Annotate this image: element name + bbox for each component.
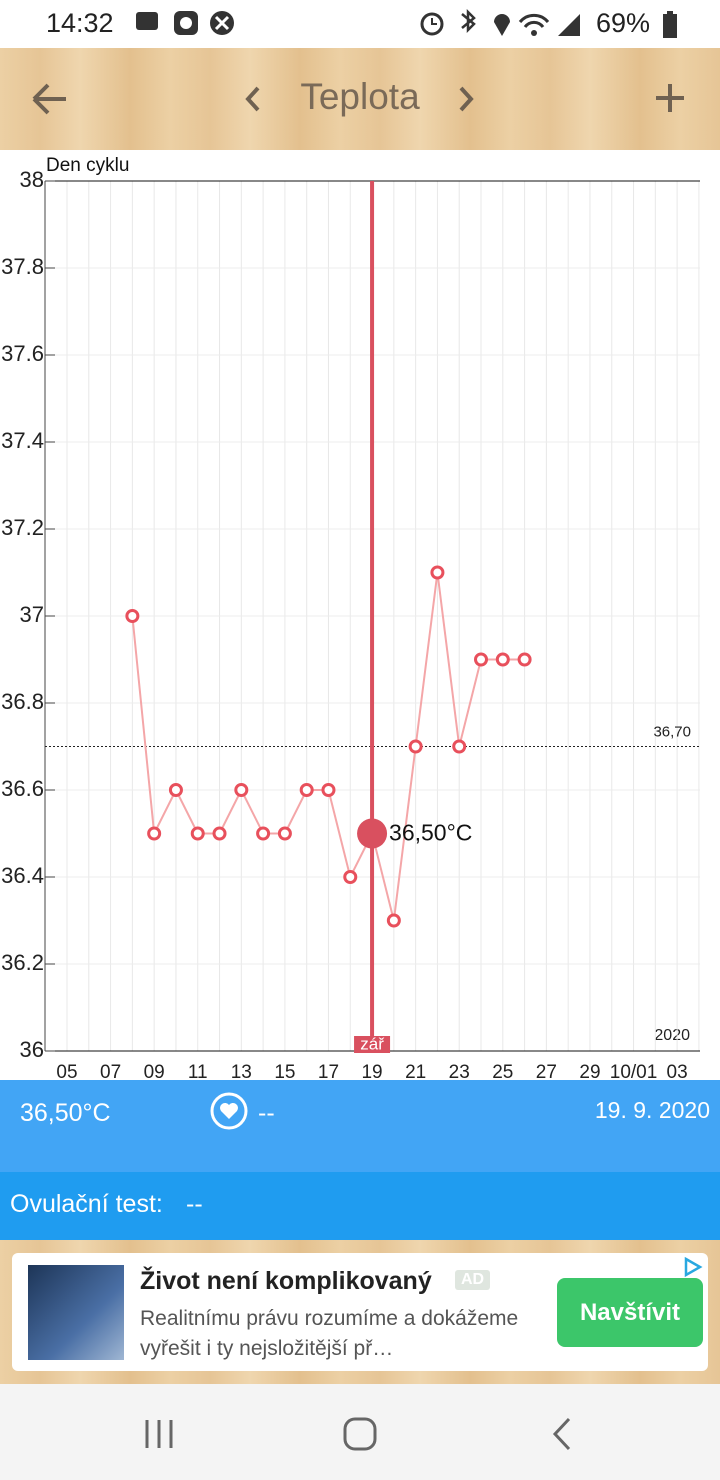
ovulation-label: Ovulační test: bbox=[10, 1190, 163, 1218]
value-label: 36,50°C bbox=[389, 820, 472, 846]
data-point[interactable] bbox=[386, 913, 401, 928]
status-bar: 14:32 69% bbox=[0, 0, 720, 48]
date: 19. 9. 2020 bbox=[594, 1097, 710, 1123]
ad-title: Život není komplikovaný bbox=[140, 1267, 432, 1295]
data-point[interactable] bbox=[495, 652, 510, 667]
y-tick-label: 37.4 bbox=[1, 428, 44, 453]
ad-card[interactable]: Život není komplikovaný AD Realitnímu pr… bbox=[12, 1253, 708, 1371]
y-tick-label: 37.8 bbox=[1, 254, 44, 279]
y-tick-label: 36.8 bbox=[1, 689, 44, 714]
data-point[interactable] bbox=[147, 826, 162, 841]
data-point[interactable] bbox=[408, 739, 423, 754]
heart-button[interactable] bbox=[210, 1092, 250, 1132]
data-point[interactable] bbox=[234, 783, 249, 797]
x-tick-label: 07 bbox=[100, 1062, 121, 1080]
data-point[interactable] bbox=[474, 652, 489, 667]
day-info-bar: 36,50°C -- 19. 9. 2020 bbox=[0, 1080, 720, 1172]
x-tick-label: 19 bbox=[361, 1062, 382, 1080]
toolbar: Teplota bbox=[0, 48, 720, 150]
data-point[interactable] bbox=[430, 565, 445, 580]
data-point[interactable] bbox=[256, 826, 271, 841]
y-tick-label: 36 bbox=[20, 1037, 44, 1062]
x-tick-label: 27 bbox=[536, 1062, 557, 1080]
x-tick-label: 29 bbox=[579, 1062, 600, 1080]
data-point[interactable] bbox=[212, 826, 227, 841]
x-tick-label: 23 bbox=[449, 1062, 470, 1080]
y-tick-label: 37.2 bbox=[1, 515, 44, 540]
previous-button[interactable] bbox=[243, 84, 263, 114]
back-button[interactable] bbox=[30, 83, 70, 115]
y-tick-label: 36.2 bbox=[1, 950, 44, 975]
temperature-value: 36,50°C bbox=[20, 1099, 111, 1127]
month-label-box bbox=[354, 1036, 391, 1053]
ad-area: Život není komplikovaný AD Realitnímu pr… bbox=[0, 1240, 720, 1384]
toolbar-title: Teplota bbox=[300, 76, 420, 117]
y-tick-label: 36.6 bbox=[1, 776, 44, 801]
data-point[interactable] bbox=[168, 783, 183, 797]
data-point[interactable] bbox=[321, 783, 336, 797]
x-tick-label: 17 bbox=[318, 1062, 339, 1080]
x-tick-label: 05 bbox=[56, 1062, 77, 1080]
x-tick-label: 21 bbox=[405, 1062, 426, 1080]
notification-icons bbox=[136, 11, 234, 35]
x-tick-label: 10/01 bbox=[610, 1062, 658, 1080]
ovulation-value: -- bbox=[186, 1190, 203, 1218]
next-button[interactable] bbox=[456, 84, 476, 114]
data-point[interactable] bbox=[299, 783, 314, 797]
y-tick-label: 37 bbox=[20, 602, 44, 627]
y-tick-label: 36.4 bbox=[1, 863, 44, 888]
recents-button[interactable] bbox=[140, 1416, 180, 1452]
system-icons bbox=[420, 8, 580, 36]
data-point[interactable] bbox=[190, 826, 205, 841]
heart-value: -- bbox=[258, 1099, 275, 1127]
year-label: 2020 bbox=[654, 1027, 690, 1044]
navigation-bar bbox=[0, 1384, 720, 1480]
back-nav-button[interactable] bbox=[545, 1416, 581, 1452]
x-tick-label: 03 bbox=[667, 1062, 688, 1080]
temperature-chart: Den cyklu 2020 36 36.2 36.4 36.6 36.8 37 37.2 3… bbox=[1, 155, 700, 1080]
x-tick-label: 11 bbox=[188, 1062, 208, 1080]
home-button[interactable] bbox=[340, 1416, 380, 1452]
add-button[interactable] bbox=[654, 82, 686, 114]
x-tick-label: 15 bbox=[274, 1062, 295, 1080]
battery-icon bbox=[663, 11, 677, 38]
ad-text: Realitnímu právu rozumíme a dokážeme vyř… bbox=[140, 1307, 519, 1360]
ad-image bbox=[28, 1265, 124, 1360]
month-label: zář bbox=[360, 1034, 384, 1053]
data-point[interactable] bbox=[343, 870, 358, 884]
x-tick-label: 25 bbox=[492, 1062, 513, 1080]
axis-title: Den cyklu bbox=[46, 155, 129, 176]
y-tick-label: 37.6 bbox=[1, 341, 44, 366]
ad-badge: AD bbox=[455, 1270, 491, 1290]
clock: 14:32 bbox=[46, 8, 114, 38]
ad-choices[interactable] bbox=[680, 1255, 704, 1279]
x-tick-label: 13 bbox=[231, 1062, 252, 1080]
data-point[interactable] bbox=[517, 652, 532, 667]
ad-button[interactable]: Navštívit bbox=[557, 1278, 703, 1347]
x-tick-label: 09 bbox=[144, 1062, 165, 1080]
y-tick-label: 38 bbox=[20, 167, 44, 192]
data-point[interactable] bbox=[452, 739, 467, 754]
battery-percent: 69% bbox=[596, 8, 651, 38]
data-point[interactable] bbox=[277, 826, 292, 841]
selected-point[interactable] bbox=[357, 818, 388, 849]
data-point[interactable] bbox=[125, 609, 140, 623]
ovulation-bar[interactable]: Ovulační test: -- bbox=[0, 1172, 720, 1240]
reference-label: 36,70 bbox=[653, 723, 691, 740]
